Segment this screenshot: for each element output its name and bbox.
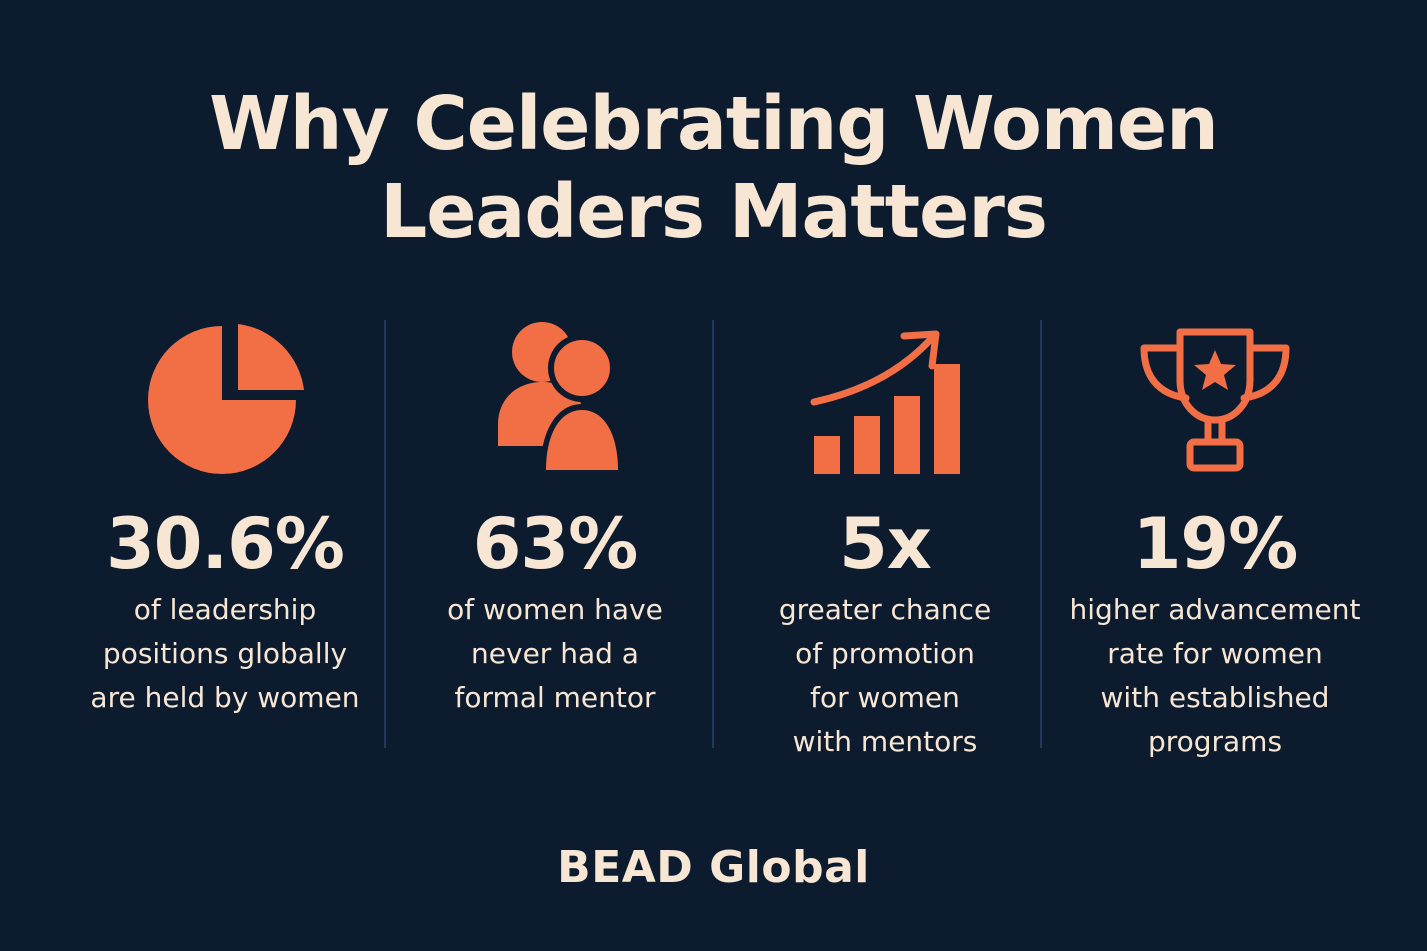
page-title: Why Celebrating Women Leaders Matters xyxy=(0,80,1427,256)
growth-bar-chart-icon xyxy=(800,320,970,480)
stat-description-line: programs xyxy=(1147,725,1283,758)
stat-description-line: with mentors xyxy=(792,725,978,758)
stat-description-line: never had a xyxy=(471,637,639,670)
stat-description-line: of women have xyxy=(447,593,663,626)
stat-description-line: positions globally xyxy=(102,637,348,670)
stat-value: 19% xyxy=(1132,503,1299,585)
stat-value: 5x xyxy=(839,503,932,585)
stat-advancement-rate: 19% higher advancement rate for women wi… xyxy=(1050,320,1380,760)
title-line-1: Why Celebrating Women xyxy=(209,81,1219,167)
trophy-icon xyxy=(1130,320,1300,480)
stat-description-line: are held by women xyxy=(90,681,360,714)
stat-promotion-chance: 5x greater chance of promotion for women… xyxy=(720,320,1050,760)
pie-chart-icon xyxy=(140,320,310,480)
stat-description: of leadership positions globally are hel… xyxy=(70,588,380,720)
stat-description-line: rate for women xyxy=(1107,637,1323,670)
stat-description-line: higher advancement xyxy=(1069,593,1361,626)
stat-description-line: formal mentor xyxy=(454,681,656,714)
brand-name: BEAD Global xyxy=(557,842,870,893)
stat-no-mentor: 63% of women have never had a formal men… xyxy=(390,320,720,760)
stat-description: of women have never had a formal mentor xyxy=(400,588,710,720)
stat-description-line: for women xyxy=(810,681,960,714)
column-divider xyxy=(712,320,714,748)
stat-description: higher advancement rate for women with e… xyxy=(1060,588,1370,764)
title-line-2: Leaders Matters xyxy=(380,169,1048,255)
stat-description-line: with established xyxy=(1100,681,1330,714)
stat-description-line: of leadership xyxy=(133,593,317,626)
stat-description-line: greater chance xyxy=(778,593,992,626)
column-divider xyxy=(1040,320,1042,748)
column-divider xyxy=(384,320,386,748)
stat-leadership-share: 30.6% of leadership positions globally a… xyxy=(60,320,390,760)
stat-value: 30.6% xyxy=(106,503,345,585)
people-icon xyxy=(470,320,640,480)
stat-description: greater chance of promotion for women wi… xyxy=(730,588,1040,764)
stat-description-line: of promotion xyxy=(795,637,975,670)
stats-row: 30.6% of leadership positions globally a… xyxy=(60,320,1380,760)
stat-value: 63% xyxy=(472,503,639,585)
